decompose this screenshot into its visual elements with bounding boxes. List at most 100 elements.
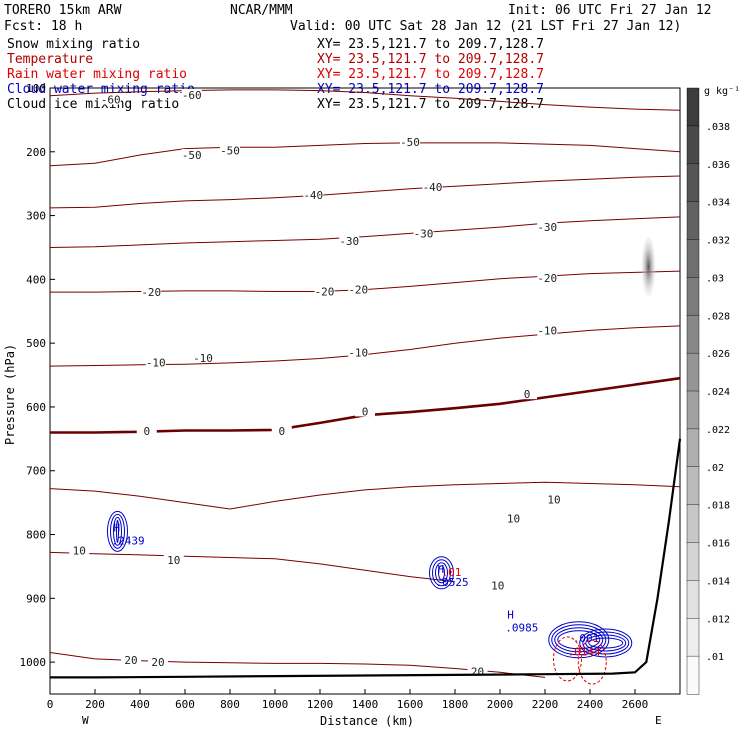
contour-label: -50 <box>182 149 202 162</box>
cloud-water-contour <box>551 624 607 656</box>
colorbar-tick-label: .038 <box>706 122 730 133</box>
terrain-outline <box>50 438 682 679</box>
y-tick-label: 700 <box>26 465 46 478</box>
contour-label-bg <box>193 351 213 363</box>
colorbar-tick-label: .03 <box>706 273 724 284</box>
contour-label-bg <box>355 405 375 417</box>
contour-label-bg <box>537 324 558 336</box>
colorbar: .038 .036 .034 .032 .03 .028 .026 .024 .022 .02 .0… <box>686 87 730 695</box>
colorbar-bin <box>686 428 700 468</box>
colorbar-bin <box>686 239 700 279</box>
colorbar-tick-label: .02 <box>706 463 724 474</box>
contour-label-bg <box>303 189 324 201</box>
cloud-water-contour <box>579 628 633 658</box>
colorbar-bin <box>686 504 700 544</box>
colorbar-bin <box>686 618 700 657</box>
y-tick-label: 600 <box>26 401 46 414</box>
y-tick-label: 400 <box>26 273 46 286</box>
colorbar-bin <box>686 201 700 241</box>
contour-label-bg <box>400 136 420 148</box>
x-tick-label: 1800 <box>442 698 469 711</box>
contour-label: 20 <box>151 656 164 669</box>
contour-label: -20 <box>315 285 335 298</box>
y-tick-label: 200 <box>26 146 46 159</box>
contour-label: 0 <box>278 425 285 438</box>
cloud-water-contour <box>554 627 604 653</box>
cloud-water-contour <box>110 513 125 549</box>
x-tick-label: 800 <box>220 698 240 711</box>
cloud-water-contour <box>438 565 445 581</box>
field-name-2: Rain water mixing ratio <box>7 67 187 82</box>
colorbar-bin <box>686 125 700 165</box>
colorbar-tick-label: .014 <box>706 576 730 587</box>
contour-label-bg <box>145 356 166 368</box>
colorbar-bin <box>686 390 700 430</box>
contour-label-bg <box>487 579 508 591</box>
colorbar-bin <box>686 87 700 127</box>
cloud-water-contour <box>107 510 128 552</box>
contour-label: 10 <box>167 554 180 567</box>
contour-label: -40 <box>423 181 443 194</box>
cloud-water-contour <box>432 559 451 587</box>
contour-label: 10 <box>507 513 520 526</box>
colorbar-tick-label: .036 <box>706 160 730 171</box>
y-tick-label: 900 <box>26 592 46 605</box>
contour-label: 0 <box>362 405 369 418</box>
colorbar-bin <box>686 315 700 354</box>
west-label: W <box>82 714 89 727</box>
field-xy-4: XY= 23.5,121.7 to 209.7,128.7 <box>317 97 544 112</box>
y-tick-label: 300 <box>26 210 46 223</box>
contour-labels: -60 -60-50 -50-50-40-40-30-30 -30-20 -20 -20-… <box>69 89 564 679</box>
field-name-0: Snow mixing ratio <box>7 37 140 52</box>
cloud-ice-region <box>641 236 656 297</box>
contour-label: -30 <box>537 221 557 234</box>
colorbar-tick-label: .022 <box>706 425 730 436</box>
x-tick-label: 200 <box>85 698 105 711</box>
contour-label: 10 <box>547 493 560 506</box>
colorbar-tick-label: .026 <box>706 349 730 360</box>
rain-water-contour <box>553 636 582 682</box>
contour-label: -20 <box>141 286 161 299</box>
isotherm-10 <box>49 551 456 583</box>
east-label: E <box>655 714 662 727</box>
contour-label: -50 <box>220 145 240 158</box>
model-label: TORERO 15km ARW <box>4 3 122 18</box>
x-axis-label: Distance (km) <box>320 714 414 728</box>
rain-water-label: .0144 <box>568 646 601 659</box>
contour-label: 20 <box>124 654 137 667</box>
contour-label: -50 <box>400 136 420 149</box>
contour-label-bg <box>220 144 240 156</box>
cloud-water-contour <box>435 562 448 584</box>
cloud-water-contour <box>116 519 119 543</box>
colorbar-tick-label: .024 <box>706 387 730 398</box>
field-legend: Snow mixing ratio XY= 23.5,121.7 to 209.7… <box>7 37 544 112</box>
field-xy-0: XY= 23.5,121.7 to 209.7,128.7 <box>317 37 544 52</box>
terrain-line <box>50 438 682 679</box>
cloud-water-contour <box>113 516 122 546</box>
cloud-water-max-value: .0985 <box>505 622 538 635</box>
isotherm--40 <box>49 175 681 209</box>
contour-label-bg <box>121 654 141 666</box>
colorbar-tick-label: .016 <box>706 539 730 550</box>
x-tick-label: 2200 <box>532 698 559 711</box>
contour-label: -10 <box>348 347 368 360</box>
valid-time-label: Valid: 00 UTC Sat 28 Jan 12 (21 LST Fri … <box>290 19 681 34</box>
contour-label: -10 <box>193 352 213 365</box>
axes: 0 200 400 600 800 1000 1200 1400 1600 1800 2000 220… <box>20 82 649 711</box>
y-tick-label: 500 <box>26 337 46 350</box>
field-xy-3: XY= 23.5,121.7 to 209.7,128.7 <box>317 82 544 97</box>
contour-label-bg <box>136 425 157 437</box>
colorbar-tick-label: .034 <box>706 198 730 209</box>
x-tick-label: 400 <box>130 698 150 711</box>
contour-label-bg <box>348 346 369 358</box>
colorbar-bin <box>686 542 700 582</box>
isotherm--60 <box>49 89 681 111</box>
field-name-1: Temperature <box>7 52 93 67</box>
contour-label: 0 <box>524 388 531 401</box>
forecast-hour-label: Fcst: 18 h <box>4 19 82 34</box>
colorbar-tick-label: .01 <box>706 652 724 663</box>
contour-label-bg <box>422 180 443 192</box>
contour-label-bg <box>467 665 488 677</box>
contour-label-bg <box>537 272 558 284</box>
